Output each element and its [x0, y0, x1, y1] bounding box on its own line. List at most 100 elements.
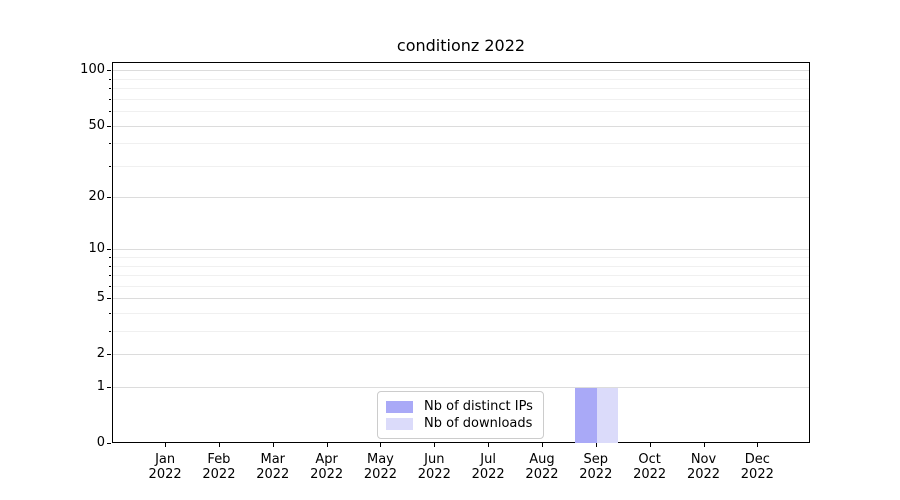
gridline-minor	[113, 265, 809, 267]
legend-label-downloads: Nb of downloads	[424, 416, 533, 431]
y-tick-mark-minor	[109, 331, 111, 333]
y-tick-mark	[107, 197, 111, 199]
gridline-major	[113, 125, 809, 127]
x-tick-label: May 2022	[345, 452, 415, 482]
x-tick-month: May	[367, 452, 394, 467]
x-tick-year: 2022	[310, 467, 344, 482]
legend-swatch-downloads	[386, 417, 413, 430]
gridline-major	[113, 70, 809, 72]
x-tick-mark	[218, 443, 220, 447]
x-tick-mark	[272, 443, 274, 447]
x-tick-year: 2022	[686, 467, 721, 482]
gridline-minor	[113, 165, 809, 167]
y-tick-mark	[107, 354, 111, 356]
x-tick-label: Jan 2022	[130, 452, 200, 482]
x-tick-label: Jul 2022	[453, 452, 523, 482]
gridline-minor	[113, 275, 809, 277]
x-tick-year: 2022	[579, 467, 613, 482]
x-tick-mark	[326, 443, 328, 447]
gridline-minor	[113, 111, 809, 113]
y-tick-mark	[107, 298, 111, 300]
x-tick-year: 2022	[525, 467, 559, 482]
y-tick-label: 1	[96, 379, 105, 395]
gridline-minor	[113, 285, 809, 287]
gridline-minor	[113, 98, 809, 100]
y-tick-mark-minor	[109, 78, 111, 80]
legend: Nb of distinct IPs Nb of downloads	[377, 391, 544, 439]
x-tick-label: Apr 2022	[292, 452, 362, 482]
x-tick-mark	[434, 443, 436, 447]
chart-title: conditionz 2022	[396, 36, 526, 55]
gridline-minor	[113, 78, 809, 80]
y-tick-label: 5	[96, 290, 105, 306]
x-tick-mark	[488, 443, 490, 447]
x-tick-label: Oct 2022	[615, 452, 685, 482]
y-tick-mark	[107, 125, 111, 127]
x-tick-label: Aug 2022	[507, 452, 577, 482]
x-tick-label: Mar 2022	[238, 452, 308, 482]
y-tick-mark-minor	[109, 275, 111, 277]
y-tick-label: 10	[88, 241, 105, 257]
x-tick-year: 2022	[471, 467, 505, 482]
x-tick-year: 2022	[417, 467, 451, 482]
x-tick-month: Apr	[315, 452, 338, 467]
x-tick-year: 2022	[202, 467, 236, 482]
x-tick-month: Aug	[529, 452, 555, 467]
y-tick-label: 20	[88, 189, 105, 205]
gridline-major	[113, 249, 809, 251]
gridline-major	[113, 387, 809, 389]
x-tick-month: Nov	[690, 452, 717, 467]
y-tick-mark	[107, 387, 111, 389]
y-tick-mark-minor	[109, 265, 111, 267]
x-tick-mark	[380, 443, 382, 447]
x-tick-mark	[757, 443, 759, 447]
y-tick-label: 2	[96, 346, 105, 362]
x-tick-label: Nov 2022	[669, 452, 739, 482]
y-tick-mark-minor	[109, 285, 111, 287]
x-tick-mark	[649, 443, 651, 447]
x-tick-mark	[703, 443, 705, 447]
y-tick-mark-minor	[109, 313, 111, 315]
gridline-major	[113, 354, 809, 356]
x-tick-label: Sep 2022	[561, 452, 631, 482]
y-tick-mark-minor	[109, 98, 111, 100]
y-tick-mark	[107, 70, 111, 72]
gridline-minor	[113, 257, 809, 259]
x-tick-year: 2022	[256, 467, 290, 482]
bar-downloads	[596, 388, 619, 443]
y-tick-label: 0	[96, 435, 105, 450]
x-tick-mark	[595, 443, 597, 447]
x-tick-year: 2022	[740, 467, 774, 482]
gridline-major	[113, 197, 809, 199]
x-tick-month: Jun	[424, 452, 445, 467]
y-tick-mark-minor	[109, 111, 111, 113]
x-tick-month: Dec	[744, 452, 770, 467]
gridline-minor	[113, 331, 809, 333]
x-tick-mark	[165, 443, 167, 447]
x-tick-year: 2022	[633, 467, 667, 482]
x-tick-label: Feb 2022	[184, 452, 254, 482]
legend-swatch-distinct-ips	[386, 400, 413, 413]
x-tick-mark	[541, 443, 543, 447]
y-tick-label: 50	[88, 117, 105, 133]
x-tick-month: Sep	[583, 452, 609, 467]
y-tick-mark-minor	[109, 165, 111, 167]
x-tick-year: 2022	[363, 467, 397, 482]
x-tick-month: Mar	[260, 452, 286, 467]
legend-item-downloads: Nb of downloads	[386, 415, 533, 432]
y-tick-mark	[107, 443, 111, 444]
gridline-minor	[113, 143, 809, 145]
x-tick-month: Jan	[155, 452, 176, 467]
plot-area	[112, 62, 810, 443]
legend-label-distinct-ips: Nb of distinct IPs	[424, 399, 533, 414]
x-tick-label: Jun 2022	[399, 452, 469, 482]
gridline-major	[113, 298, 809, 300]
x-tick-label: Dec 2022	[722, 452, 792, 482]
bar-distinct-ips	[575, 388, 597, 443]
y-tick-mark-minor	[109, 143, 111, 145]
y-tick-mark-minor	[109, 257, 111, 259]
y-tick-mark	[107, 249, 111, 251]
x-tick-month: Oct	[638, 452, 661, 467]
gridline-minor	[113, 88, 809, 90]
